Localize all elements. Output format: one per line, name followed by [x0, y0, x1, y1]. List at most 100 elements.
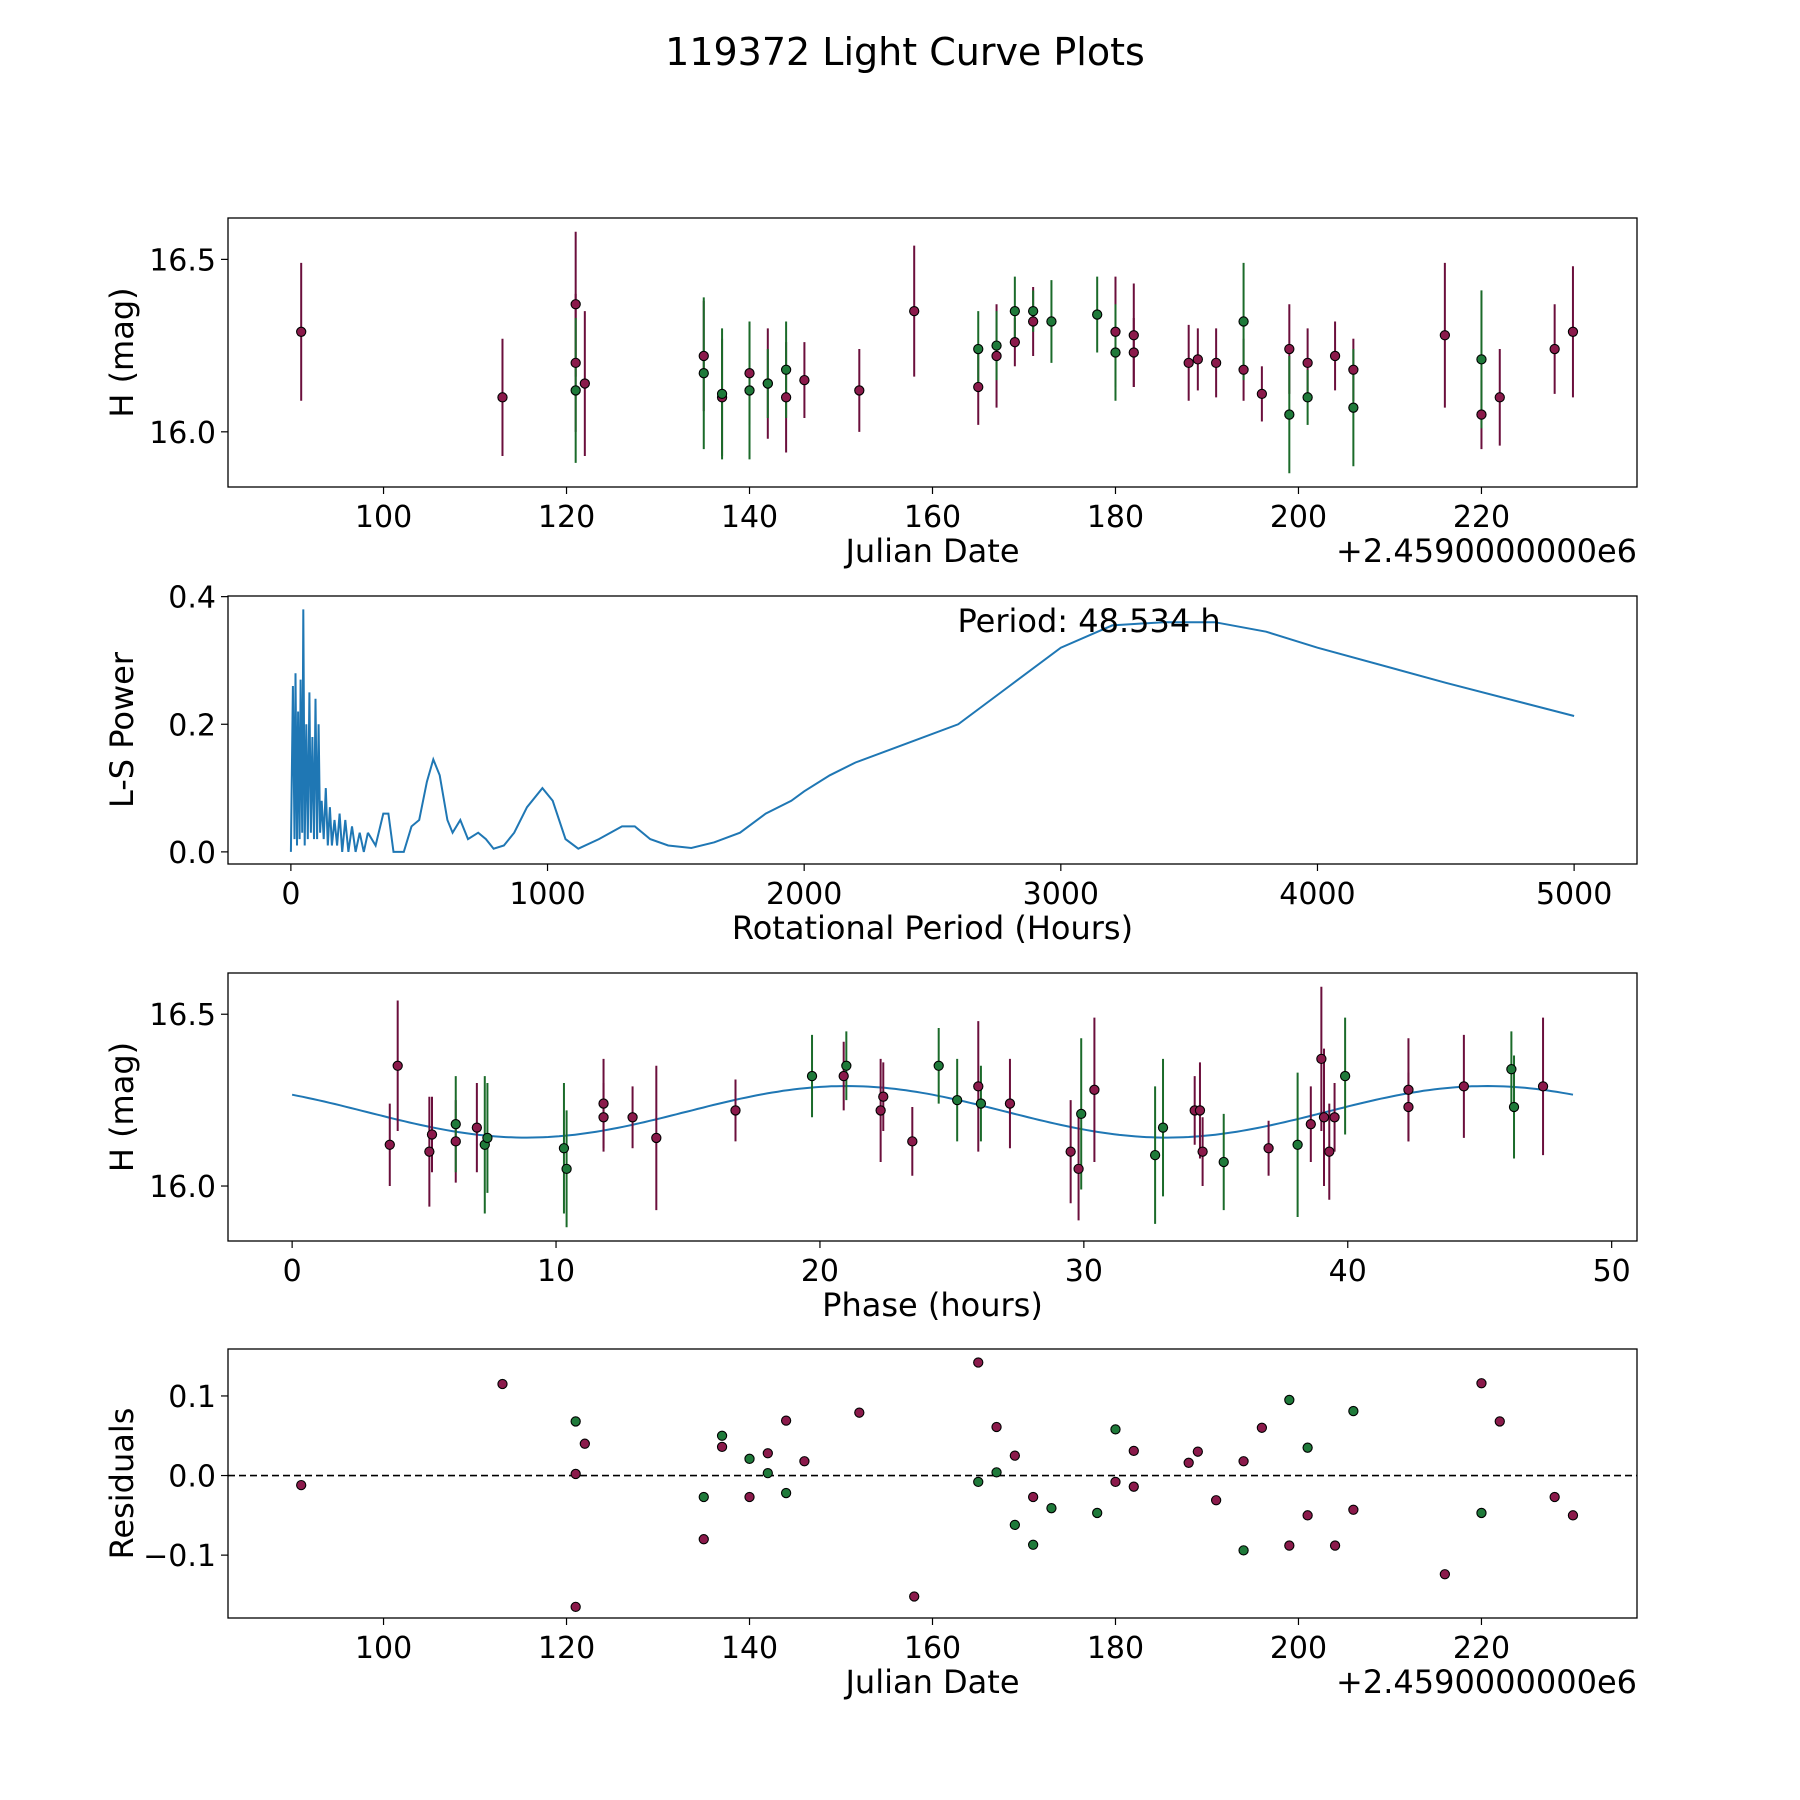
data-point: [482, 1132, 493, 1144]
data-point: [598, 1098, 609, 1109]
data-point: [1316, 1053, 1327, 1065]
data-point: [1073, 1163, 1084, 1174]
data-point: [991, 1467, 1002, 1478]
periodogram-short-period-spikes: [289, 609, 369, 853]
data-point: [1210, 357, 1222, 368]
x-tick-label: 5000: [1536, 877, 1612, 912]
data-point: [762, 1448, 773, 1459]
data-point: [1183, 1457, 1194, 1468]
data-point: [1458, 1081, 1470, 1092]
x-tick-label: 220: [1453, 1631, 1510, 1666]
data-point: [1318, 1112, 1330, 1123]
x-tick-label: 160: [904, 500, 961, 535]
data-point: [1537, 1081, 1549, 1092]
data-point: [744, 385, 755, 396]
data-point: [579, 378, 590, 389]
data-point: [1329, 1112, 1340, 1123]
data-point: [1302, 357, 1313, 368]
data-point: [471, 1122, 483, 1133]
x-offset-label: +2.4590000000e6: [1336, 532, 1637, 570]
data-point: [1027, 316, 1039, 327]
data-point: [1004, 1098, 1016, 1109]
data-point: [838, 1070, 849, 1082]
data-point: [716, 1441, 728, 1453]
data-point: [780, 392, 792, 403]
data-point: [296, 1479, 307, 1491]
data-point: [1009, 337, 1020, 348]
data-point: [730, 1105, 741, 1116]
data-point: [1329, 1540, 1341, 1551]
data-point: [854, 385, 865, 396]
x-tick-label: 180: [1087, 500, 1144, 535]
data-point: [1302, 1442, 1313, 1453]
data-point: [1284, 1540, 1295, 1551]
data-point: [762, 1468, 773, 1479]
data-point: [1192, 1446, 1203, 1457]
data-point: [450, 1136, 461, 1147]
data-point: [1567, 326, 1579, 337]
data-point: [1183, 357, 1194, 368]
data-point: [973, 343, 984, 355]
data-point: [933, 1060, 944, 1071]
data-point: [384, 1139, 395, 1150]
x-tick-label: 2000: [766, 877, 842, 912]
data-point: [1157, 1122, 1169, 1133]
x-tick-label: 4000: [1279, 877, 1355, 912]
data-point: [1110, 1424, 1121, 1435]
x-tick-label: 0: [281, 877, 300, 912]
data-point: [598, 1112, 609, 1123]
data-point: [570, 299, 581, 310]
data-point: [497, 392, 508, 403]
data-point: [1027, 305, 1039, 317]
data-point: [716, 388, 728, 400]
data-point: [991, 340, 1002, 351]
data-point: [991, 350, 1002, 362]
data-point: [497, 1378, 508, 1390]
data-point: [1508, 1101, 1520, 1113]
data-point: [651, 1132, 662, 1144]
data-point: [1284, 1394, 1295, 1406]
axes-frame: [227, 972, 1638, 1242]
data-point: [424, 1146, 435, 1157]
data-point: [392, 1060, 403, 1071]
data-point: [1506, 1064, 1517, 1075]
x-tick-label: 200: [1270, 500, 1327, 535]
y-tick-label: 0.4: [168, 581, 216, 616]
data-point: [1439, 1569, 1451, 1580]
data-point: [854, 1407, 865, 1418]
y-axis-label: H (mag): [103, 287, 141, 417]
data-point: [1263, 1143, 1274, 1154]
data-point: [1302, 392, 1313, 403]
x-tick-label: 100: [355, 1631, 412, 1666]
x-tick-label: 30: [1065, 1254, 1103, 1289]
data-point: [1238, 364, 1249, 375]
axes-frame: [227, 595, 1638, 865]
x-tick-label: 140: [721, 500, 778, 535]
x-tick-label: 20: [801, 1254, 839, 1289]
data-point: [1549, 343, 1560, 355]
data-point: [570, 357, 581, 368]
data-point: [1194, 1105, 1206, 1116]
data-point: [570, 1601, 581, 1613]
data-point: [1210, 1495, 1222, 1506]
data-point: [973, 1081, 984, 1092]
x-axis-label: Rotational Period (Hours): [732, 909, 1133, 947]
x-offset-label: +2.4590000000e6: [1336, 1663, 1637, 1701]
y-tick-label: 16.0: [149, 1170, 216, 1205]
data-point: [1439, 330, 1451, 341]
data-point: [570, 385, 581, 396]
data-point: [1009, 1519, 1020, 1531]
data-point: [1218, 1156, 1229, 1168]
data-point: [1046, 316, 1057, 327]
data-point: [1128, 1445, 1139, 1457]
data-point: [1027, 1539, 1039, 1550]
y-tick-label: 16.0: [149, 416, 216, 451]
data-point: [1567, 1510, 1579, 1521]
x-axis-label: Julian Date: [843, 532, 1019, 570]
data-point: [450, 1119, 461, 1130]
panel-lightcurve: 100 120 140 160 180 200 220 16.0 16.5 Julian Date…: [103, 217, 1638, 570]
y-axis-label: H (mag): [103, 1042, 141, 1172]
data-point: [799, 374, 810, 386]
data-point: [1192, 354, 1203, 365]
